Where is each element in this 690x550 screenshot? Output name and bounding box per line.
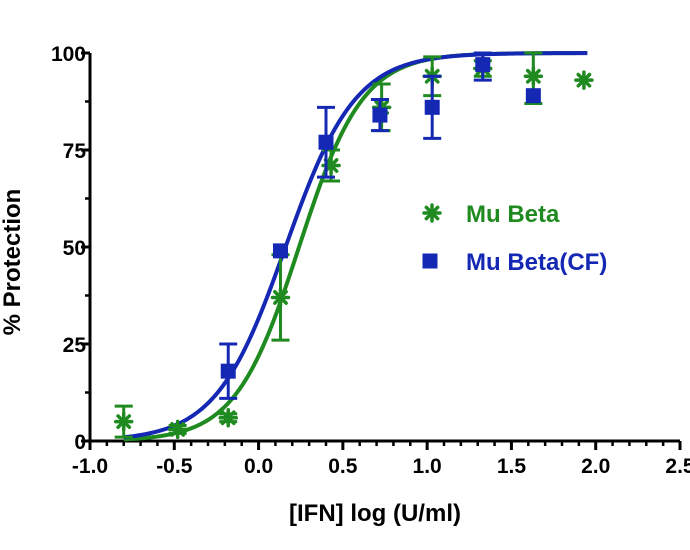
fit-curve-mu-beta xyxy=(123,51,588,442)
data-points xyxy=(113,51,594,440)
data-point-mu-beta xyxy=(270,253,291,342)
fit-curves xyxy=(123,51,588,442)
data-point-mu-beta-cf xyxy=(423,74,442,140)
data-point-mu-beta xyxy=(218,407,238,428)
y-tick-label: 75 xyxy=(63,140,87,163)
data-point-mu-beta-cf xyxy=(473,51,492,82)
data-point-mu-beta-cf xyxy=(219,342,238,400)
x-tick-label: 2.5 xyxy=(665,455,690,478)
y-tick-label: 25 xyxy=(63,334,87,357)
x-tick-label: 0.0 xyxy=(244,455,273,478)
data-point-mu-beta xyxy=(523,51,544,105)
data-point-mu-beta-cf xyxy=(272,243,288,259)
y-axis-ticks: 0 25 50 75 100 xyxy=(51,43,90,454)
data-point-mu-beta xyxy=(167,419,188,440)
data-point-mu-beta-cf xyxy=(525,88,541,104)
x-axis-title: [IFN] log (U/ml) xyxy=(289,500,461,527)
data-point-mu-beta xyxy=(113,404,134,439)
legend-label-mu-beta-cf: Mu Beta(CF) xyxy=(466,249,607,276)
y-tick-label: 0 xyxy=(74,431,86,454)
x-tick-label: 0.5 xyxy=(328,455,358,478)
y-tick-label: 50 xyxy=(63,237,86,260)
x-tick-label: 1.0 xyxy=(413,455,442,478)
legend: Mu Beta Mu Beta(CF) xyxy=(422,201,607,276)
data-point-mu-beta-cf xyxy=(317,105,335,179)
x-tick-label: 1.5 xyxy=(497,455,527,478)
data-point-mu-beta xyxy=(371,82,392,133)
legend-marker-mu-beta xyxy=(422,203,442,223)
legend-label-mu-beta: Mu Beta xyxy=(466,201,560,228)
x-tick-label: 2.0 xyxy=(581,455,610,478)
x-tick-label: -0.5 xyxy=(156,455,193,478)
data-point-mu-beta xyxy=(574,70,594,90)
y-axis-title: % Protection xyxy=(0,189,26,336)
legend-marker-mu-beta-cf xyxy=(422,253,438,269)
y-tick-label: 100 xyxy=(51,43,86,66)
data-point-mu-beta-cf xyxy=(370,98,389,133)
x-tick-label: -1.0 xyxy=(72,455,108,478)
x-axis-ticks: -1.0 -0.5 0.0 0.5 1.0 1.5 2.0 2.5 xyxy=(72,441,690,478)
fit-curve-mu-beta-cf xyxy=(123,51,588,440)
